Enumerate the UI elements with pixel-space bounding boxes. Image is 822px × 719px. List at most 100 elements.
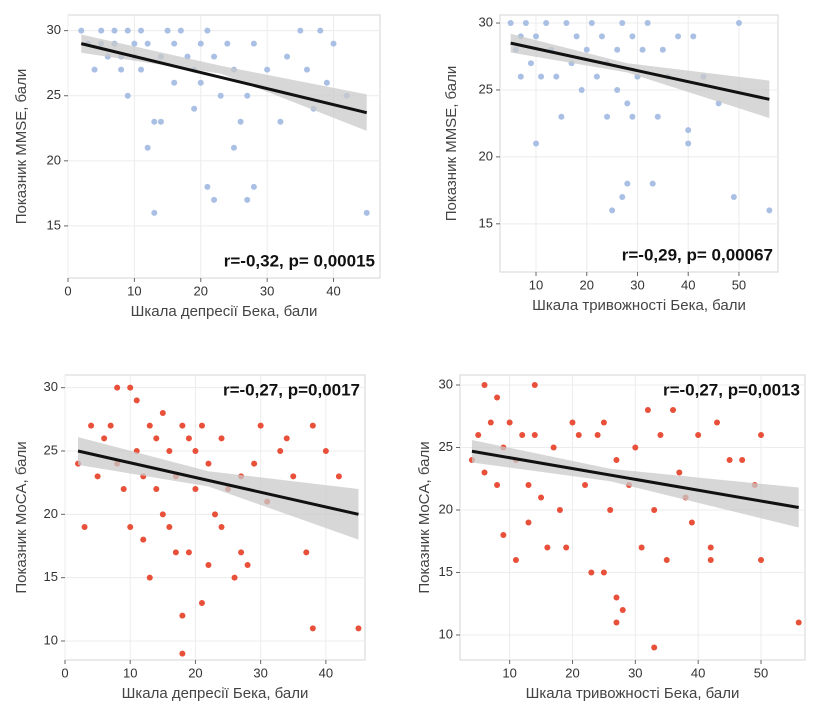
point: [251, 460, 258, 467]
y-tick-label: 15: [47, 217, 61, 232]
point: [556, 507, 563, 513]
point: [244, 196, 251, 203]
point: [124, 27, 131, 34]
point: [735, 20, 742, 27]
point: [758, 432, 765, 438]
annotation: r=-0,27, p=0,0013: [663, 380, 800, 399]
point: [144, 40, 151, 47]
point: [151, 118, 158, 125]
point: [204, 27, 211, 34]
panel: 10 20 30 40 50 15 20 25 30 Шкала тривожності Бека…: [443, 14, 779, 314]
point: [690, 33, 697, 40]
point: [632, 444, 639, 451]
x-tick-label: 0: [64, 283, 71, 298]
point: [614, 46, 621, 53]
point: [323, 79, 330, 86]
y-axis-label: Показник MoCA, бали: [13, 441, 30, 593]
x-tick-label: 40: [681, 277, 695, 292]
point: [558, 113, 565, 120]
y-tick-label: 20: [479, 148, 493, 163]
x-tick-label: 40: [326, 283, 340, 298]
point: [164, 27, 171, 34]
point: [237, 118, 244, 125]
point: [131, 40, 138, 47]
point: [355, 625, 362, 632]
point: [218, 435, 225, 442]
point: [714, 419, 721, 426]
x-axis-label: Шкала тривожності Бека, бали: [532, 297, 746, 314]
point: [644, 407, 651, 413]
y-tick-label: 15: [479, 215, 493, 230]
point: [685, 140, 692, 147]
point: [594, 432, 601, 438]
point: [230, 144, 237, 151]
point: [250, 40, 257, 47]
point: [487, 419, 494, 426]
point: [685, 127, 692, 134]
point: [553, 73, 560, 80]
point: [127, 384, 134, 391]
point: [317, 27, 324, 34]
point: [531, 382, 538, 388]
point: [231, 574, 238, 581]
y-tick-label: 20: [44, 506, 58, 521]
point: [120, 486, 127, 492]
point: [619, 20, 626, 27]
point: [739, 457, 746, 463]
point: [766, 207, 773, 214]
point: [185, 549, 192, 556]
plot-area: [459, 374, 806, 661]
point: [676, 469, 683, 476]
point: [238, 549, 245, 556]
y-tick-label: 30: [439, 376, 453, 391]
annotation: r=-0,27, p=0,0017: [223, 380, 360, 399]
y-tick-label: 15: [439, 564, 453, 579]
fit-line: [510, 41, 770, 101]
point: [290, 473, 297, 480]
point: [598, 33, 605, 40]
point: [283, 435, 290, 442]
y-tick-label: 20: [439, 501, 453, 516]
point: [543, 20, 550, 27]
point: [205, 562, 212, 568]
point: [140, 536, 147, 543]
point: [670, 407, 677, 413]
point: [519, 432, 526, 438]
point: [166, 524, 173, 530]
y-tick-label: 25: [44, 442, 58, 457]
point: [101, 435, 108, 442]
point: [277, 448, 284, 454]
point: [638, 544, 645, 551]
point: [309, 625, 316, 632]
point: [204, 183, 211, 190]
point: [171, 40, 178, 47]
point: [550, 444, 557, 451]
point: [522, 20, 529, 27]
x-axis-label: Шкала тривожності Бека, бали: [526, 685, 740, 702]
x-tick-label: 10: [123, 665, 137, 680]
point: [569, 419, 576, 426]
point: [654, 113, 661, 120]
point: [494, 482, 501, 488]
point: [159, 410, 166, 416]
point: [758, 557, 765, 563]
point: [197, 79, 204, 86]
y-tick-label: 25: [439, 439, 453, 454]
annotation: r=-0,32, p= 0,00015: [224, 251, 375, 270]
point: [588, 569, 595, 576]
point: [322, 448, 329, 454]
x-tick-label: 0: [61, 665, 68, 680]
point: [153, 435, 160, 442]
panel: 10 20 30 40 50 10 15 20 25 30 Шкала тривожності Бе…: [416, 374, 806, 702]
point: [533, 33, 540, 40]
point: [211, 196, 218, 203]
point: [506, 419, 513, 426]
point: [651, 644, 658, 651]
point: [726, 457, 733, 463]
point: [144, 144, 151, 151]
point: [192, 486, 199, 492]
fit-line: [77, 449, 359, 516]
x-tick-label: 20: [188, 665, 202, 680]
point: [619, 607, 626, 613]
